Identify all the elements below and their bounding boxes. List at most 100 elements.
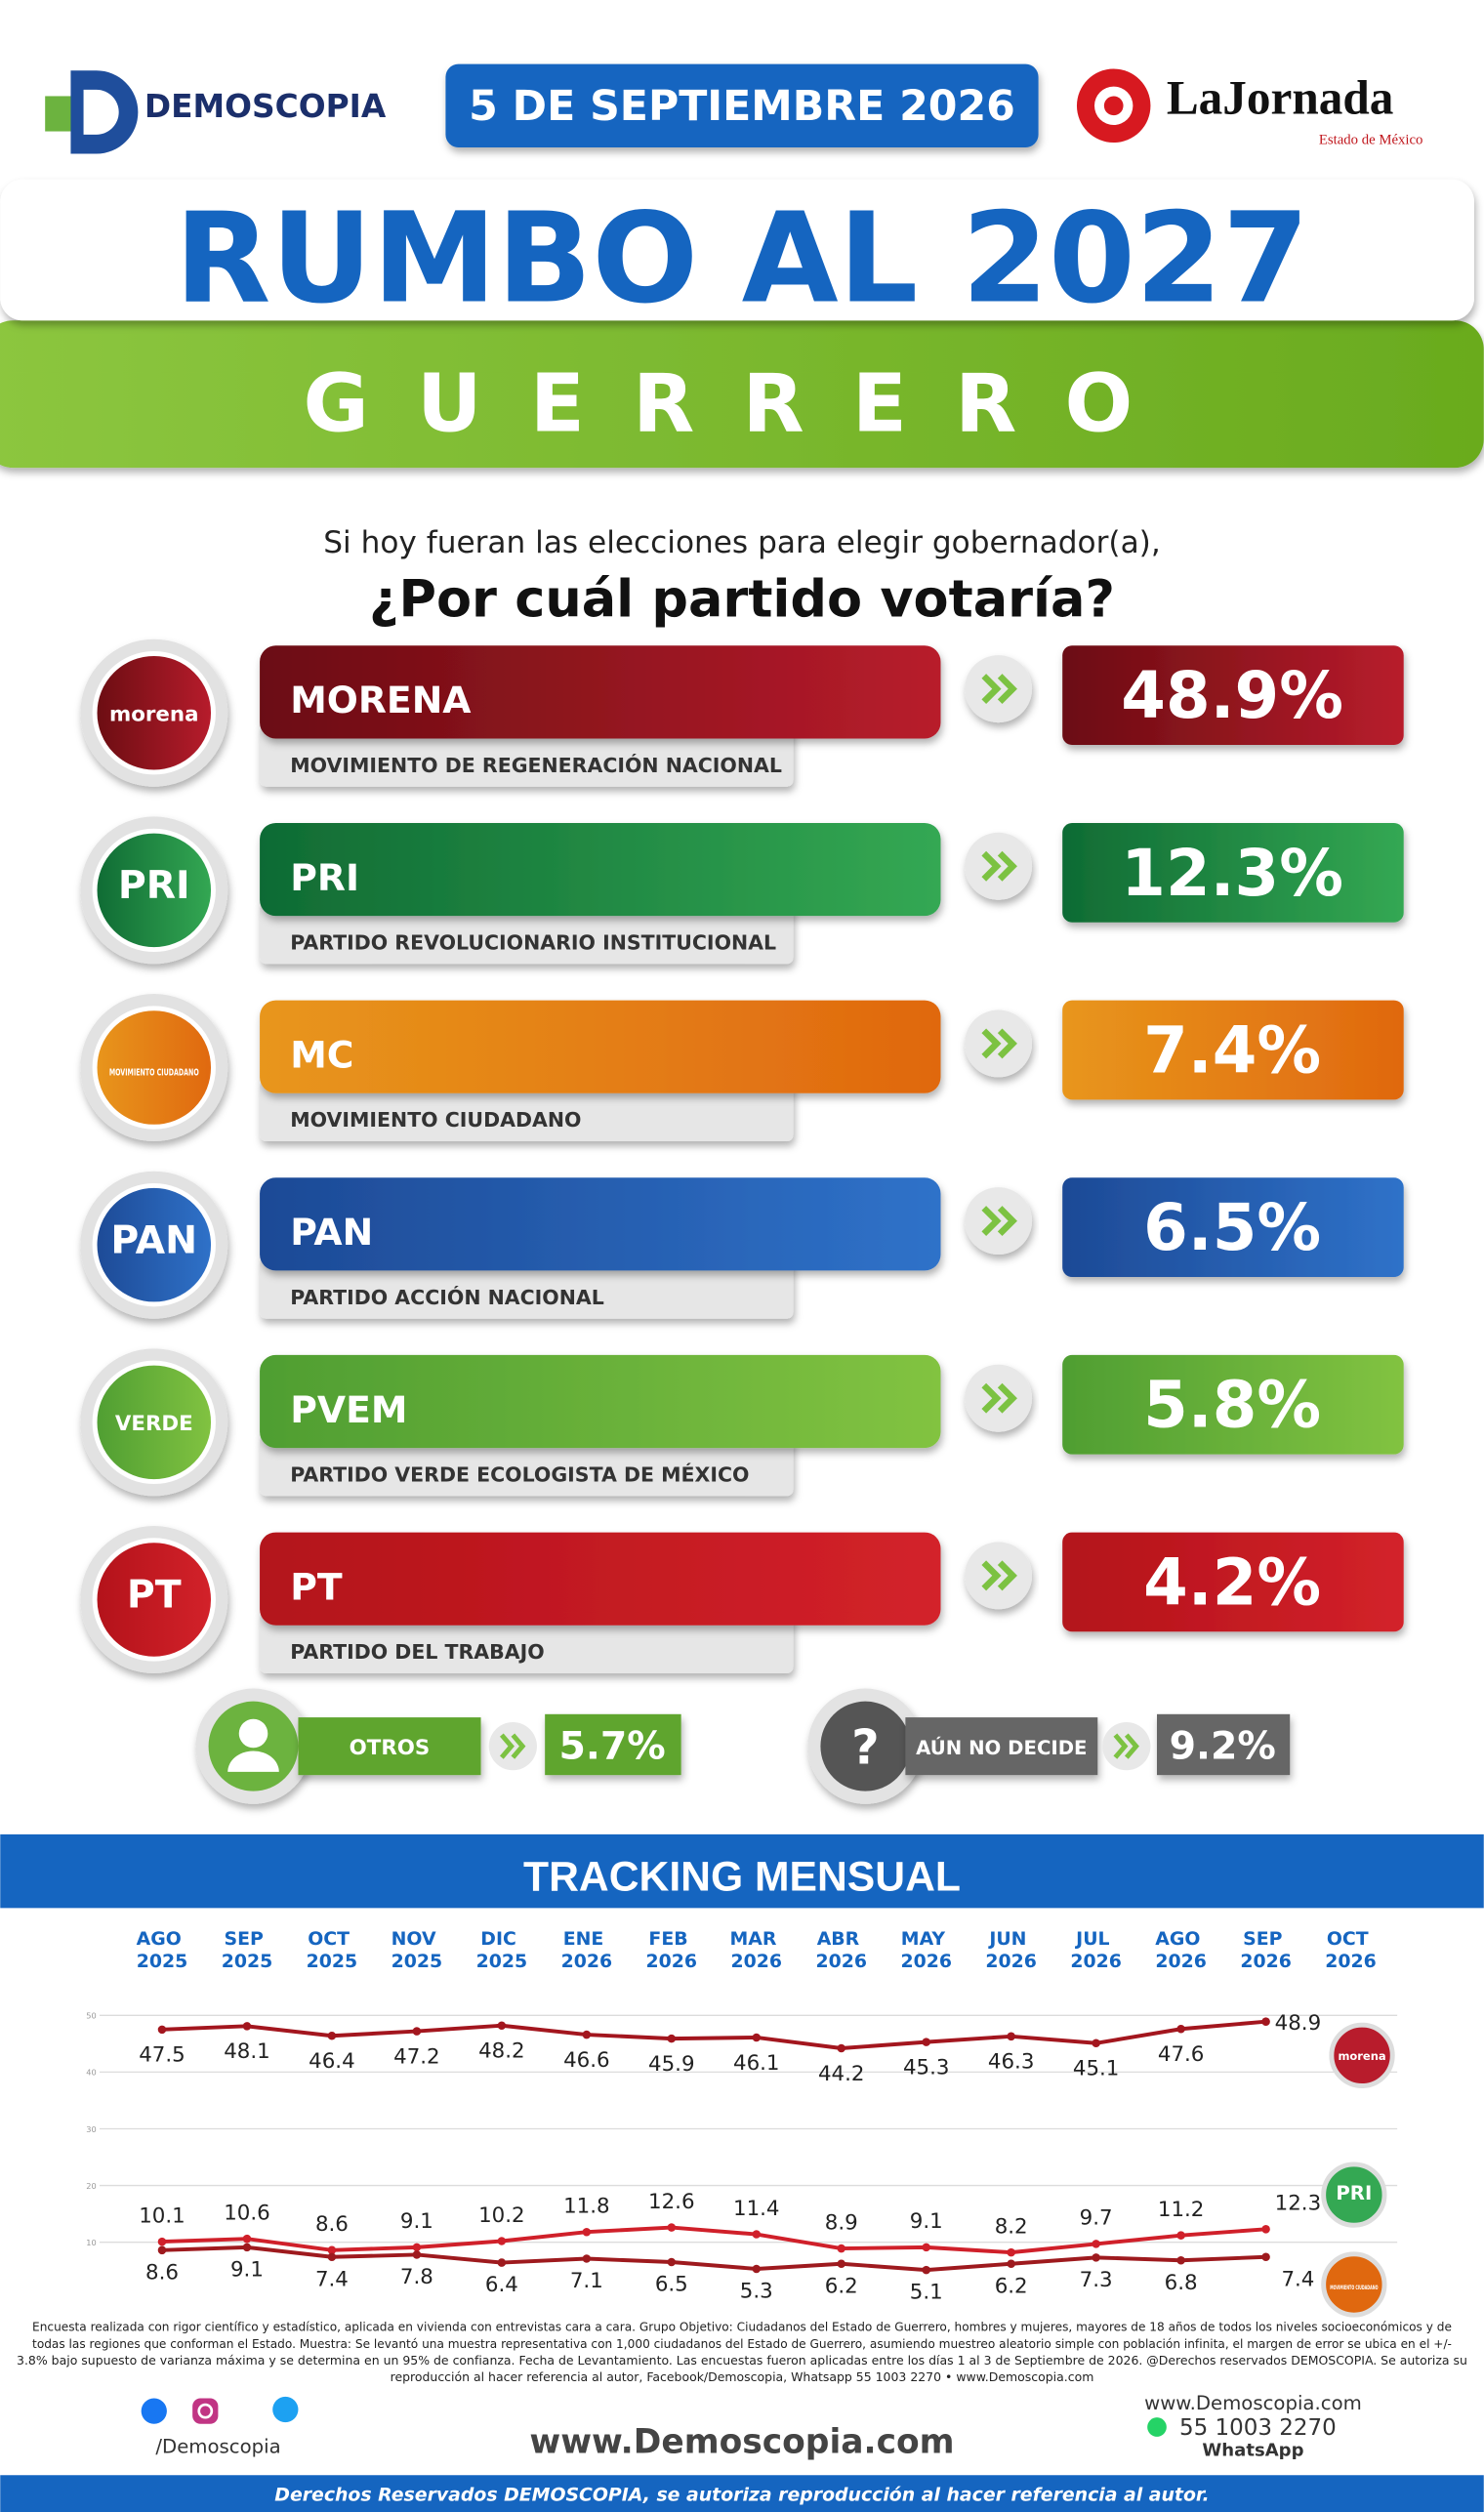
logo-text: PAN xyxy=(110,1217,197,1262)
series-line xyxy=(161,2225,1266,2255)
series-logo xyxy=(1321,2162,1387,2228)
point-label: 12.3 xyxy=(1275,2192,1322,2216)
party-bar xyxy=(260,1532,941,1626)
undecided-label: AÚN NO DECIDE xyxy=(916,1736,1087,1759)
state-band xyxy=(0,320,1484,469)
logo-text: PT xyxy=(127,1573,182,1618)
x-tick-year: 2026 xyxy=(1325,1951,1377,1972)
name-bar xyxy=(260,1612,794,1673)
methodology-line: Encuesta realizada con rigor científico … xyxy=(32,2320,1452,2334)
y-tick-label: 20 xyxy=(86,2181,96,2191)
party-value: 4.2% xyxy=(1143,1545,1321,1620)
x-tick-year: 2026 xyxy=(985,1951,1037,1972)
point-label: 7.4 xyxy=(315,2267,349,2291)
point xyxy=(1261,2225,1270,2234)
x-tick-year: 2026 xyxy=(1155,1951,1207,1972)
methodology: Encuesta realizada con rigor científico … xyxy=(17,2320,1467,2385)
point xyxy=(1176,2024,1185,2034)
party-name: PARTIDO VERDE ECOLOGISTA DE MÉXICO xyxy=(290,1462,749,1487)
point-label: 45.3 xyxy=(903,2055,950,2080)
point xyxy=(242,2243,252,2252)
point-label: 11.8 xyxy=(563,2195,610,2219)
point-label: 6.2 xyxy=(825,2274,858,2298)
point xyxy=(752,2230,762,2239)
point-label: 46.3 xyxy=(988,2050,1035,2075)
social-icons xyxy=(141,2396,299,2424)
point xyxy=(1261,2017,1270,2026)
x-tick-month: OCT xyxy=(1327,1928,1375,1950)
party-bar xyxy=(260,1177,941,1271)
point-label: 7.3 xyxy=(1080,2268,1113,2292)
party-abbr: PRI xyxy=(290,856,359,899)
x-tick-label: NOV 2025 xyxy=(392,1928,443,1972)
point-label: 48.1 xyxy=(224,2039,269,2064)
point-label: 5.3 xyxy=(740,2280,773,2304)
point xyxy=(1176,2255,1185,2265)
x-tick-label: JUN 2026 xyxy=(985,1928,1037,1972)
logo-disc xyxy=(92,1538,216,1662)
logo-text: VERDE xyxy=(115,1412,193,1436)
logo-disc xyxy=(92,651,216,775)
point xyxy=(667,2257,677,2267)
point-label: 7.8 xyxy=(400,2265,433,2289)
name-bar xyxy=(260,903,794,965)
x-tick-label: SEP 2025 xyxy=(222,1928,272,1972)
party-bar xyxy=(260,822,941,917)
x-tick-label: AGO 2025 xyxy=(137,1928,188,1972)
y-tick-label: 50 xyxy=(86,2011,96,2021)
point xyxy=(412,2243,422,2252)
x-tick-month: JUN xyxy=(987,1928,1033,1950)
party-abbr: PVEM xyxy=(290,1388,407,1431)
x-tick-year: 2026 xyxy=(1240,1951,1292,1972)
methodology-line: reproducción al hacer referencia al auto… xyxy=(391,2369,1094,2384)
x-tick-month: ENE xyxy=(563,1928,610,1950)
y-tick-label: 10 xyxy=(86,2238,96,2247)
x-tick-year: 2026 xyxy=(1070,1951,1122,1972)
x-tick-label: SEP 2026 xyxy=(1240,1928,1292,1972)
arrow xyxy=(981,850,1017,882)
point-label: 6.2 xyxy=(995,2274,1028,2298)
point xyxy=(667,2034,677,2043)
point-label: 12.6 xyxy=(648,2190,695,2214)
x-tick-month: FEB xyxy=(648,1928,694,1950)
y-tick-label: 40 xyxy=(86,2068,96,2078)
logo-text: PRI xyxy=(118,863,190,908)
arrow xyxy=(981,1028,1017,1059)
point xyxy=(922,2265,930,2275)
x-tick-label: DIC 2025 xyxy=(476,1928,527,1972)
x-tick-label: OCT 2026 xyxy=(1325,1928,1377,1972)
x-tick-month: SEP xyxy=(225,1928,270,1950)
point xyxy=(837,2244,846,2253)
point-label: 9.1 xyxy=(230,2257,264,2282)
series-line xyxy=(161,2244,1266,2273)
series-logo-text: PRI xyxy=(1336,2182,1372,2204)
point xyxy=(582,2254,592,2263)
point-label: 46.1 xyxy=(733,2051,780,2076)
point xyxy=(1176,2231,1185,2240)
point-label: 9.1 xyxy=(910,2209,943,2234)
whatsapp-label: WhatsApp xyxy=(1202,2441,1303,2461)
value-box xyxy=(1062,1532,1404,1632)
y-tick-label: 30 xyxy=(86,2124,96,2134)
others xyxy=(195,1688,681,1804)
date: 5 DE SEPTIEMBRE 2026 xyxy=(469,82,1015,131)
x-tick-year: 2025 xyxy=(476,1951,527,1972)
party-value: 48.9% xyxy=(1121,659,1343,733)
logo-disc xyxy=(92,1183,216,1307)
point-label: 47.2 xyxy=(393,2044,440,2069)
x-tick-month: OCT xyxy=(308,1928,355,1950)
party-bar xyxy=(260,1000,941,1093)
x-tick-month: DIC xyxy=(480,1928,522,1950)
point-label: 11.2 xyxy=(1158,2198,1205,2222)
party-abbr: PT xyxy=(290,1565,343,1608)
x-tick-label: AGO 2026 xyxy=(1155,1928,1207,1972)
party-value: 7.4% xyxy=(1143,1013,1321,1088)
point xyxy=(1007,2259,1015,2269)
series-logo-text: MOVIMIENTO CIUDADANO xyxy=(1330,2284,1378,2291)
point xyxy=(157,2025,167,2035)
question-line1: Si hoy fueran las elecciones para elegir… xyxy=(323,525,1160,560)
partner-sub: Estado de México xyxy=(1319,133,1423,148)
arrow xyxy=(981,1382,1017,1414)
